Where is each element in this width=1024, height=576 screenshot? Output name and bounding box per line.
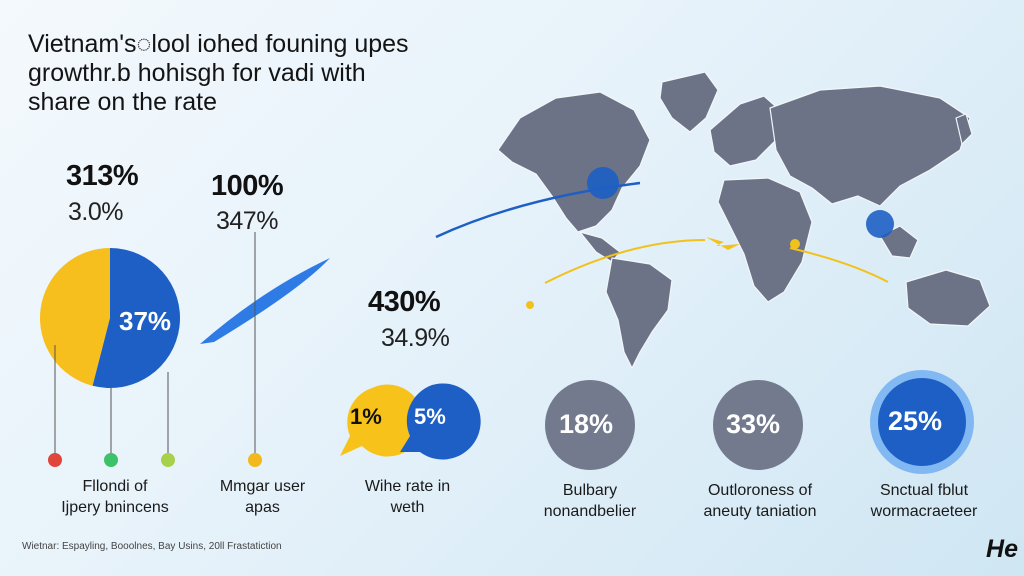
world-map: [497, 71, 991, 369]
stat-2-sub: 347%: [216, 207, 278, 235]
central-america-shape: [579, 231, 621, 263]
circle-1-caption-line-1: Bulbary: [562, 482, 618, 499]
circle-2-value: 33%: [726, 409, 781, 439]
label-1-line-1: Fllondi of: [82, 478, 148, 495]
stat-3-big: 430%: [368, 286, 441, 318]
map-yellow-marker-1: [706, 237, 740, 250]
circle-3-caption: Snctual fblut wormacraeteer: [844, 480, 1004, 522]
greenland-shape: [659, 71, 719, 133]
circle-3-caption-line-1: Snctual fblut: [879, 482, 969, 499]
source-footer: Wietnar: Espayling, Booolnes, Bay Usins,…: [22, 541, 282, 552]
circle-1-caption-line-2: nonandbelier: [543, 503, 637, 520]
title-line-1: Vietnam's◌lool iohed founing upes: [28, 30, 409, 58]
label-3-line-2: weth: [390, 499, 425, 516]
pie-chart: [40, 248, 180, 388]
legend-dot-green: [104, 453, 118, 467]
brand-logo: He: [986, 535, 1018, 563]
circle-2-caption-line-2: aneuty taniation: [703, 503, 817, 520]
map-yellow-marker-3: [526, 301, 534, 309]
stat-circle-grey-2: [713, 380, 803, 470]
north-america-shape: [497, 91, 651, 233]
label-2-line-1: Mmgar user: [219, 478, 306, 495]
stat-1-big: 313%: [66, 160, 139, 192]
pie-value-label: 37%: [119, 306, 172, 336]
bubble-blue-value: 5%: [414, 404, 446, 429]
label-2-line-2: apas: [245, 499, 280, 516]
japan-shape: [955, 113, 973, 145]
label-3-line-1: Wihe rate in: [364, 478, 451, 495]
circle-3-caption-line-2: wormacraeteer: [870, 503, 978, 520]
stat-1-sub: 3.0%: [68, 198, 123, 226]
south-america-shape: [605, 257, 673, 369]
route-line-yellow-left: [544, 239, 706, 284]
label-1-line-2: Ijpery bnincens: [61, 499, 169, 516]
label-1: Fllondi of Ijpery bnincens: [30, 476, 200, 518]
speech-bubble-yellow: [340, 384, 424, 457]
label-3: Wihe rate in weth: [345, 476, 470, 518]
stat-2-big: 100%: [211, 170, 284, 202]
legend-dot-red: [48, 453, 62, 467]
map-highlight-north-america: [587, 167, 619, 199]
legend-dot-yellow: [248, 453, 262, 467]
legend-dot-light-green: [161, 453, 175, 467]
africa-shape: [717, 177, 813, 303]
circle-2-caption: Outloroness of aneuty taniation: [680, 480, 840, 522]
route-line-yellow-right: [789, 247, 889, 283]
stat-3-sub: 34.9%: [381, 324, 450, 352]
australia-shape: [905, 269, 991, 327]
route-line-blue: [435, 181, 641, 239]
circle-2-caption-line-1: Outloroness of: [707, 482, 813, 499]
map-highlight-vietnam: [866, 210, 894, 238]
speech-bubble-blue: [400, 383, 481, 460]
title-line-2: growthr.b hohisgh for vadi with: [28, 59, 366, 87]
map-yellow-marker-2: [790, 239, 800, 249]
pie-slice-blue: [92, 248, 180, 388]
circle-3-value: 25%: [888, 406, 943, 436]
asia-shape: [769, 85, 971, 207]
europe-shape: [709, 95, 783, 167]
page-title: Vietnam's◌lool iohed founing upes growth…: [28, 30, 498, 117]
circle-1-caption: Bulbary nonandbelier: [510, 480, 670, 522]
growth-arrow-swoosh: [200, 258, 330, 344]
title-line-3: share on the rate: [28, 88, 218, 116]
stat-circle-blue: [878, 378, 966, 466]
label-2: Mmgar user apas: [200, 476, 325, 518]
pie-slice-yellow: [40, 248, 110, 386]
bubble-yellow-value: 1%: [350, 404, 382, 429]
leader-lines: [54, 232, 256, 458]
circle-1-value: 18%: [559, 409, 614, 439]
stat-circle-grey-1: [545, 380, 635, 470]
